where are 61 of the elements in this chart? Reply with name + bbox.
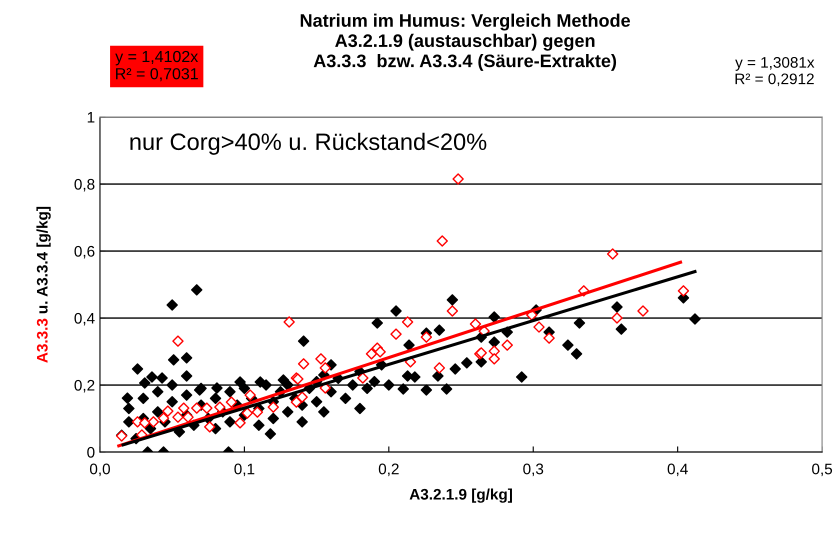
point <box>452 173 464 185</box>
point <box>502 339 513 351</box>
x-tick-label: 0,2 <box>378 464 399 476</box>
point <box>298 358 310 370</box>
point <box>637 305 649 317</box>
point <box>290 396 302 408</box>
y-tick-label: 0,4 <box>74 312 95 326</box>
y-tick-label: 0,8 <box>74 178 94 192</box>
point <box>366 348 378 360</box>
point <box>178 402 190 414</box>
point <box>283 316 295 328</box>
point <box>357 372 369 384</box>
point <box>204 421 216 433</box>
point <box>268 401 279 413</box>
y-tick-label: 0 <box>87 446 95 458</box>
point <box>172 411 184 423</box>
point <box>543 332 555 344</box>
point <box>436 235 448 247</box>
x-tick-label: 0,4 <box>668 464 688 476</box>
y-tick-label: 1 <box>88 112 94 123</box>
point <box>315 353 327 365</box>
point <box>242 407 253 419</box>
y-tick-label: 0,2 <box>74 380 94 393</box>
point <box>234 417 246 429</box>
point <box>201 402 213 414</box>
point <box>606 248 618 260</box>
point <box>533 321 545 333</box>
point <box>214 401 226 413</box>
y-axis-title: u. A3.3.4 [g/kg] <box>36 206 51 314</box>
point <box>434 362 446 374</box>
annotation: nur Corg>40% u. Rückstand<20% <box>130 132 486 155</box>
point <box>402 316 414 328</box>
text: A3.3.3 <box>36 318 48 363</box>
x-tick-label: 0,3 <box>523 464 544 476</box>
point <box>296 391 308 403</box>
point <box>488 353 500 365</box>
point <box>226 396 238 408</box>
x-tick-label: 0,0 <box>90 464 110 476</box>
point <box>244 389 256 401</box>
text: y = 1,4102x R² = 0,7031 <box>115 50 198 82</box>
y-tick-label: 0,6 <box>74 246 94 259</box>
point <box>252 406 264 418</box>
point <box>148 416 160 428</box>
point <box>191 402 202 414</box>
x-axis-title: A3.2.1.9 [g/kg] <box>410 488 512 503</box>
text: y = 1,3081x R² = 0,2912 <box>735 56 814 86</box>
x-tick-label: 0,5 <box>812 464 832 476</box>
point <box>139 417 150 429</box>
point <box>611 312 623 324</box>
point <box>390 328 402 340</box>
point <box>678 285 690 297</box>
point <box>320 362 331 374</box>
chart-title: Natrium im Humus: Vergleich Methode A3.2.1.9 (austauschbar) gegen A3.3.3 bzw. A3.3.4 (Säure-Extrakte) <box>300 14 630 71</box>
point <box>374 346 386 358</box>
point <box>158 412 170 424</box>
point <box>420 331 432 343</box>
x-tick-label: 0,1 <box>234 464 254 476</box>
point <box>446 305 458 317</box>
point <box>470 318 482 330</box>
point <box>162 405 174 417</box>
point <box>172 335 184 347</box>
